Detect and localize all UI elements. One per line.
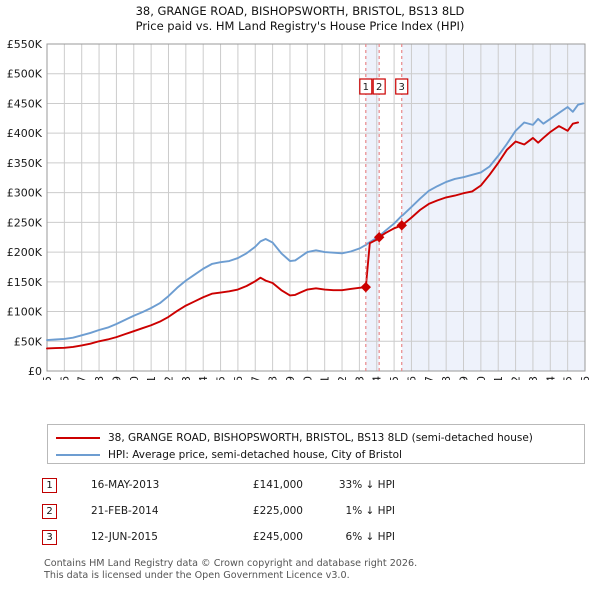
transaction-point-marker bbox=[360, 281, 372, 293]
chart-plot-border bbox=[46, 43, 586, 372]
x-axis-tick-label: 1996 bbox=[58, 376, 71, 380]
table-row: 1 16-MAY-2013 £141,000 33% ↓ HPI bbox=[42, 472, 462, 498]
chart-legend: 38, GRANGE ROAD, BISHOPSWORTH, BRISTOL, … bbox=[47, 424, 585, 464]
x-axis-tick-label: 2024 bbox=[544, 376, 557, 380]
price-chart: £0 £50K £100K £150K £200K £250K £300K £350K £400… bbox=[0, 40, 600, 380]
x-axis-tick-label: 2006 bbox=[232, 376, 245, 380]
x-axis-tick-label: 2021 bbox=[492, 376, 505, 380]
transaction-hpi-delta: 1% ↓ HPI bbox=[345, 505, 395, 517]
marker-number-label: 2 bbox=[376, 82, 382, 93]
x-axis-tick-label: 2000 bbox=[128, 376, 141, 380]
legend-item-price-paid: 38, GRANGE ROAD, BISHOPSWORTH, BRISTOL, … bbox=[54, 429, 578, 446]
x-axis-tick-label: 2026 bbox=[579, 376, 592, 380]
marker-badge: 2 bbox=[42, 503, 57, 519]
y-axis-tick-label: £450K bbox=[7, 97, 43, 110]
marker-number-label: 3 bbox=[399, 82, 405, 93]
table-row: 3 12-JUN-2015 £245,000 6% ↓ HPI bbox=[42, 524, 462, 550]
x-axis-tick-label: 2009 bbox=[284, 376, 297, 380]
y-axis-tick-label: £100K bbox=[7, 306, 43, 319]
x-axis-tick-label: 2013 bbox=[353, 376, 366, 380]
legend-label-hpi: HPI: Average price, semi-detached house,… bbox=[108, 448, 402, 461]
x-axis-tick-label: 2016 bbox=[405, 376, 418, 380]
transaction-point-marker bbox=[373, 232, 385, 243]
transaction-price: £141,000 bbox=[252, 479, 303, 491]
x-axis-tick-label: 2001 bbox=[145, 376, 158, 380]
footer-line-2: This data is licensed under the Open Gov… bbox=[44, 569, 350, 581]
footer-line-1: Contains HM Land Registry data © Crown c… bbox=[44, 558, 418, 569]
x-axis-tick-label: 2023 bbox=[527, 376, 540, 380]
x-axis-tick-label: 2022 bbox=[510, 376, 523, 380]
x-axis-tick-label: 2019 bbox=[458, 376, 471, 380]
x-axis-tick-label: 1999 bbox=[110, 376, 123, 380]
x-axis-tick-label: 1998 bbox=[93, 376, 106, 380]
transaction-date: 12-JUN-2015 bbox=[91, 531, 158, 543]
marker-number-box bbox=[359, 78, 373, 95]
legend-label-price-paid: 38, GRANGE ROAD, BISHOPSWORTH, BRISTOL, … bbox=[108, 431, 533, 444]
transaction-point-marker bbox=[396, 220, 407, 231]
legend-item-hpi: HPI: Average price, semi-detached house,… bbox=[54, 446, 578, 463]
x-axis-tick-label: 2008 bbox=[267, 376, 280, 380]
x-axis-tick-label: 2011 bbox=[319, 376, 332, 380]
transaction-price: £245,000 bbox=[252, 531, 303, 543]
x-axis-tick-label: 2010 bbox=[301, 376, 314, 380]
x-axis-tick-label: 2018 bbox=[440, 376, 453, 380]
y-axis-tick-label: £550K bbox=[7, 40, 43, 51]
x-axis-tick-label: 2007 bbox=[249, 376, 262, 380]
transaction-date: 16-MAY-2013 bbox=[91, 479, 160, 491]
y-axis-tick-label: £50K bbox=[14, 335, 43, 348]
chart-series-line bbox=[46, 102, 585, 342]
transaction-hpi-delta: 6% ↓ HPI bbox=[345, 531, 395, 543]
title-line-2: Price paid vs. HM Land Registry's House … bbox=[135, 19, 465, 33]
y-axis-tick-label: £500K bbox=[7, 68, 43, 81]
x-axis-tick-label: 2003 bbox=[180, 376, 193, 380]
x-axis-tick-label: 2014 bbox=[371, 376, 384, 380]
y-axis-tick-label: £350K bbox=[7, 157, 43, 170]
copyright-footer: Contains HM Land Registry data © Crown c… bbox=[44, 558, 564, 581]
transaction-date: 21-FEB-2014 bbox=[91, 505, 159, 517]
legend-swatch-hpi bbox=[56, 453, 100, 456]
x-axis-tick-label: 2005 bbox=[215, 376, 228, 380]
y-axis-tick-label: £0 bbox=[28, 365, 42, 378]
marker-number-box bbox=[395, 78, 409, 95]
marker-badge: 3 bbox=[42, 529, 57, 545]
y-axis-tick-label: £200K bbox=[7, 246, 43, 259]
x-axis-tick-label: 2002 bbox=[162, 376, 175, 380]
y-axis-tick-label: £400K bbox=[7, 127, 43, 140]
transaction-hpi-delta: 33% ↓ HPI bbox=[338, 479, 395, 491]
table-row: 2 21-FEB-2014 £225,000 1% ↓ HPI bbox=[42, 498, 462, 524]
title-line-1: 38, GRANGE ROAD, BISHOPSWORTH, BRISTOL, … bbox=[135, 4, 465, 18]
legend-swatch-price-paid bbox=[56, 436, 100, 439]
page-title: 38, GRANGE ROAD, BISHOPSWORTH, BRISTOL, … bbox=[0, 4, 600, 34]
x-axis-tick-label: 2004 bbox=[197, 376, 210, 380]
x-axis-tick-label: 1995 bbox=[41, 376, 54, 380]
y-axis-tick-label: £150K bbox=[7, 276, 43, 289]
chart-shaded-band bbox=[401, 44, 585, 371]
x-axis-tick-label: 2012 bbox=[336, 376, 349, 380]
transaction-price: £225,000 bbox=[252, 505, 303, 517]
chart-svg: £0 £50K £100K £150K £200K £250K £300K £350K £400… bbox=[7, 40, 592, 380]
x-axis-tick-label: 2025 bbox=[562, 376, 575, 380]
x-axis-tick-label: 2015 bbox=[388, 376, 401, 380]
marker-number-label: 1 bbox=[363, 82, 369, 93]
x-axis-tick-label: 2017 bbox=[423, 376, 436, 380]
marker-number-box bbox=[372, 78, 386, 95]
marker-badge: 1 bbox=[42, 477, 57, 493]
x-axis-tick-label: 1997 bbox=[76, 376, 89, 380]
chart-shaded-band bbox=[365, 44, 380, 371]
chart-series-line bbox=[46, 121, 580, 350]
x-axis-tick-label: 2020 bbox=[475, 376, 488, 380]
y-axis-tick-label: £300K bbox=[7, 187, 43, 200]
y-axis-tick-label: £250K bbox=[7, 216, 43, 229]
transactions-table: 1 16-MAY-2013 £141,000 33% ↓ HPI 2 21-FE… bbox=[42, 472, 462, 550]
